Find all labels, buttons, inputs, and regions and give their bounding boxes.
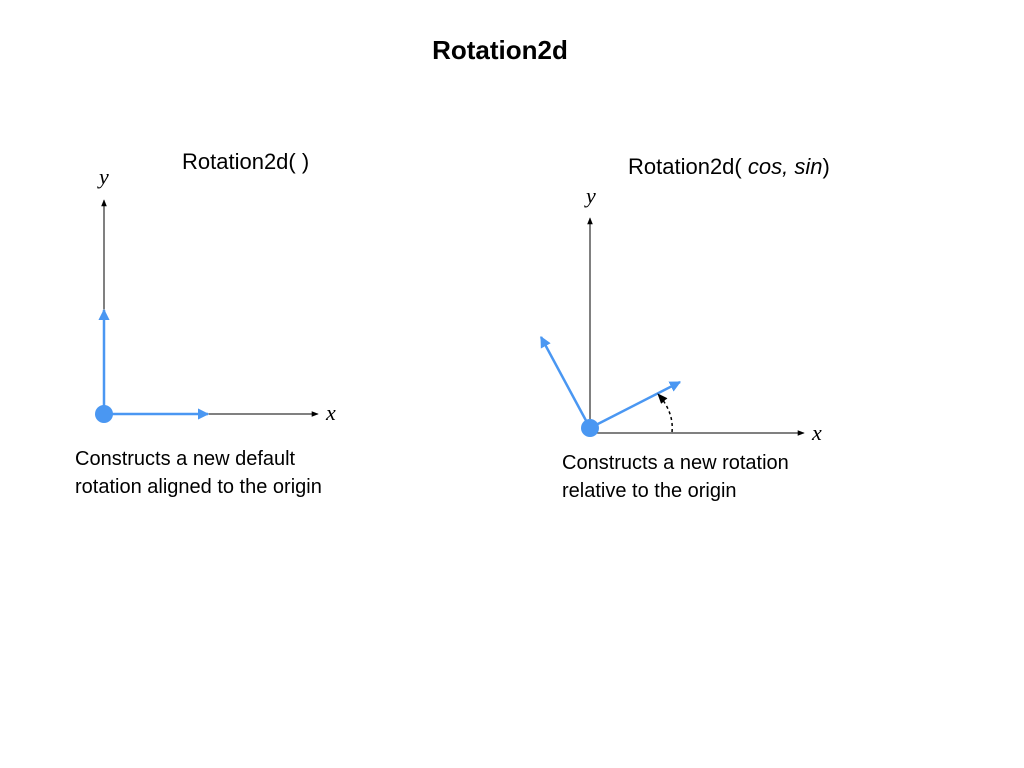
left-origin-point xyxy=(95,405,113,423)
rotation-angle-arc xyxy=(657,393,673,433)
left-y-axis-label: y xyxy=(99,164,109,189)
right-origin-point xyxy=(581,419,599,437)
left-coordinate-frame xyxy=(95,199,319,423)
slide-title: Rotation2d xyxy=(432,35,568,65)
right-heading-prefix: Rotation2d( xyxy=(628,154,748,179)
right-caption-line1: Constructs a new rotation xyxy=(562,452,789,474)
left-caption-line2: rotation aligned to the origin xyxy=(75,476,322,498)
right-heading-suffix: ) xyxy=(822,154,830,179)
right-rotated-x-vector xyxy=(589,380,682,430)
right-y-axis-label: y xyxy=(586,183,596,208)
left-caption-line1: Constructs a new default xyxy=(75,448,296,470)
right-heading-sin: sin xyxy=(794,154,823,179)
right-caption-line2: relative to the origin xyxy=(562,480,737,502)
right-coordinate-frame xyxy=(539,217,805,437)
right-heading-cos: cos, xyxy=(747,154,789,179)
right-x-axis-label: x xyxy=(812,420,822,445)
left-x-axis-label: x xyxy=(326,400,336,425)
right-rotated-y-vector xyxy=(539,336,592,429)
right-panel-heading: Rotation2d( cos, sin) xyxy=(628,153,830,181)
left-panel-heading: Rotation2d( ) xyxy=(182,149,310,174)
